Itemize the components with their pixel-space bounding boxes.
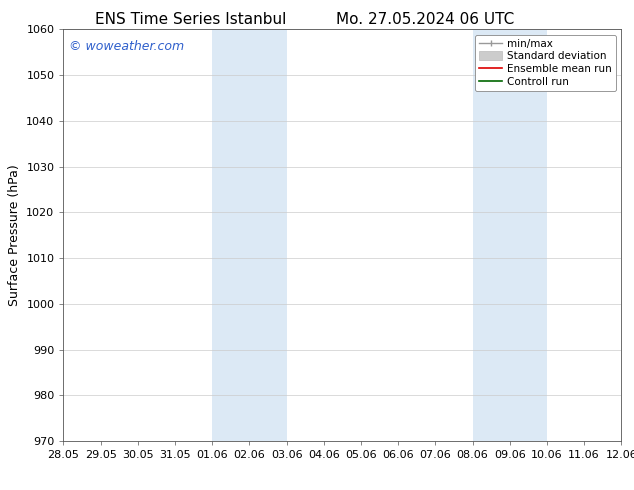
Text: Mo. 27.05.2024 06 UTC: Mo. 27.05.2024 06 UTC xyxy=(335,12,514,27)
Text: © woweather.com: © woweather.com xyxy=(69,40,184,53)
Bar xyxy=(472,29,547,441)
Legend: min/max, Standard deviation, Ensemble mean run, Controll run: min/max, Standard deviation, Ensemble me… xyxy=(475,35,616,91)
Bar xyxy=(212,29,287,441)
Y-axis label: Surface Pressure (hPa): Surface Pressure (hPa) xyxy=(8,164,21,306)
Text: ENS Time Series Istanbul: ENS Time Series Istanbul xyxy=(94,12,286,27)
